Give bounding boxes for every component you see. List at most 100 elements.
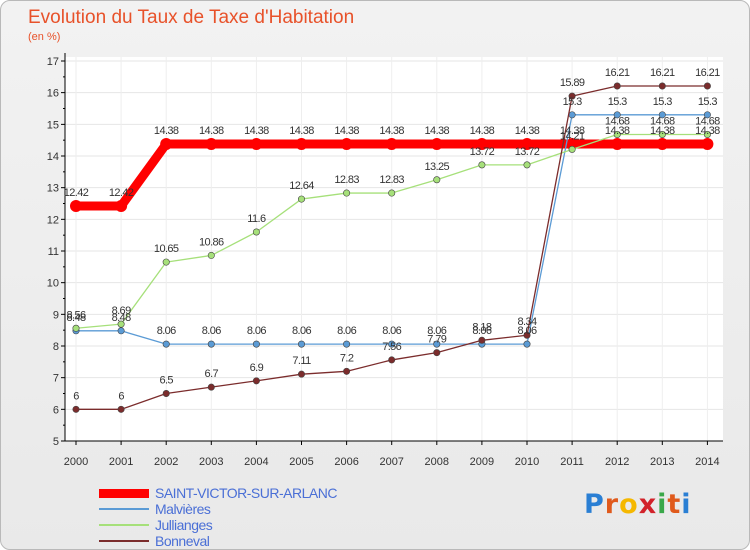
legend-item-malvieres: Malvières: [99, 501, 337, 517]
legend-swatch-jullianges: [99, 524, 149, 526]
x-tick-label: 2009: [470, 456, 494, 468]
data-label: 12.83: [334, 174, 359, 186]
data-point: [162, 389, 170, 397]
data-point: [658, 111, 666, 119]
data-point: [117, 320, 125, 328]
data-label: 13.72: [515, 146, 540, 158]
data-label: 8.56: [66, 309, 85, 321]
data-label: 8.34: [517, 316, 536, 328]
data-label: 14.38: [695, 125, 720, 137]
data-label: 13.72: [470, 146, 495, 158]
data-point: [297, 340, 305, 348]
data-label: 14.38: [470, 125, 495, 137]
x-tick-label: 2011: [560, 456, 584, 468]
data-point: [658, 130, 666, 138]
x-tick-label: 2001: [109, 456, 133, 468]
data-point: [252, 340, 260, 348]
data-point: [343, 189, 351, 197]
data-point: [433, 349, 441, 357]
y-tick-label: 15: [47, 119, 59, 131]
legend-label-malvieres: Malvières: [155, 501, 211, 517]
data-label: 8.06: [292, 325, 311, 337]
data-label: 8.06: [427, 325, 446, 337]
data-point: [70, 200, 82, 213]
y-tick-label: 14: [47, 151, 59, 163]
y-tick-label: 5: [53, 436, 59, 448]
data-label: 15.3: [563, 96, 582, 108]
data-point: [523, 161, 531, 169]
data-label: 14.38: [515, 125, 540, 137]
data-point: [252, 228, 260, 236]
data-point: [340, 137, 353, 150]
y-tick-label: 13: [47, 183, 59, 195]
y-tick-label: 16: [47, 88, 59, 100]
logo-letter: o: [619, 489, 639, 520]
data-label: 8.06: [472, 325, 491, 337]
data-label: 14.38: [244, 125, 269, 137]
data-label: 12.42: [64, 187, 89, 199]
data-label: 8.69: [112, 305, 131, 317]
data-point: [701, 137, 714, 150]
data-label: 13.25: [425, 161, 450, 173]
legend-swatch-saint-victor: [99, 488, 149, 498]
data-label: 7.11: [292, 355, 311, 367]
data-label: 8.18: [472, 321, 491, 333]
data-point: [568, 145, 576, 153]
x-tick-label: 2002: [154, 456, 178, 468]
data-label: 14.38: [560, 125, 585, 137]
legend-label-saint-victor: SAINT-VICTOR-SUR-ARLANC: [155, 485, 337, 501]
data-point: [430, 137, 443, 150]
legend-label-jullianges: Jullianges: [155, 517, 213, 533]
x-tick-label: 2007: [379, 456, 403, 468]
data-label: 6: [73, 390, 79, 402]
data-point: [433, 340, 441, 348]
data-label: 8.06: [382, 325, 401, 337]
data-label: 10.86: [199, 236, 224, 248]
data-point: [703, 130, 711, 138]
legend-swatch-malvieres: [99, 508, 149, 510]
x-tick-label: 2010: [515, 456, 539, 468]
data-point: [613, 111, 621, 119]
y-tick-label: 9: [53, 309, 59, 321]
y-tick-label: 10: [47, 278, 59, 290]
data-label: 7.56: [382, 341, 401, 353]
x-tick-label: 2000: [64, 456, 88, 468]
data-label: 14.68: [650, 115, 675, 127]
data-label: 14.21: [560, 130, 585, 142]
data-point: [568, 111, 576, 119]
data-point: [250, 137, 263, 150]
data-point: [388, 356, 396, 364]
x-tick-label: 2014: [695, 456, 719, 468]
data-label: 15.3: [608, 96, 627, 108]
y-tick-label: 17: [47, 56, 59, 68]
x-tick-label: 2008: [425, 456, 449, 468]
data-point: [295, 137, 308, 150]
data-point: [160, 137, 173, 150]
data-label: 12.83: [379, 174, 404, 186]
data-point: [566, 137, 579, 150]
data-label: 14.68: [695, 115, 720, 127]
data-label: 6.5: [159, 375, 173, 387]
data-point: [207, 383, 215, 391]
data-label: 6.9: [250, 362, 264, 374]
logo-letter: i: [657, 489, 668, 520]
logo-letter: P: [584, 489, 605, 520]
y-tick-label: 8: [53, 341, 59, 353]
x-tick-label: 2013: [650, 456, 674, 468]
data-point: [207, 340, 215, 348]
legend-item-saint-victor: SAINT-VICTOR-SUR-ARLANC: [99, 485, 337, 501]
data-label: 15.3: [653, 96, 672, 108]
legend: SAINT-VICTOR-SUR-ARLANC Malvières Jullia…: [99, 485, 337, 549]
data-label: 8.06: [202, 325, 221, 337]
data-label: 8.06: [337, 325, 356, 337]
data-label: 16.21: [650, 67, 675, 79]
legend-item-jullianges: Jullianges: [99, 517, 337, 533]
data-point: [478, 336, 486, 344]
data-label: 7.79: [427, 334, 446, 346]
data-point: [656, 137, 669, 150]
data-point: [205, 137, 218, 150]
logo-letter: x: [638, 489, 658, 520]
y-tick-label: 7: [53, 373, 59, 385]
data-label: 14.38: [425, 125, 450, 137]
